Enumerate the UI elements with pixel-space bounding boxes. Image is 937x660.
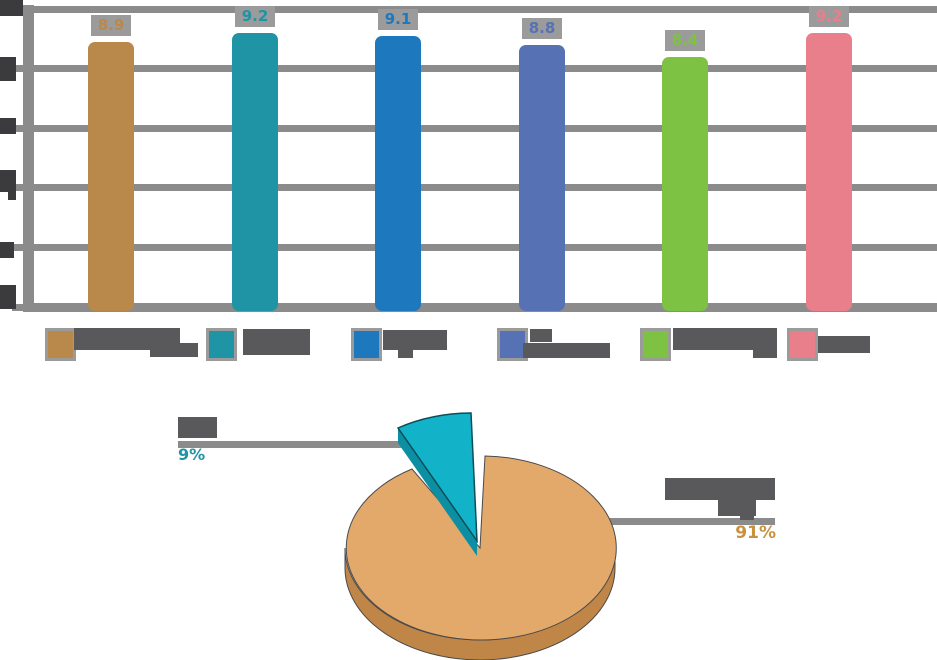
- bar-series-2: [232, 32, 278, 311]
- gridline: [23, 243, 937, 251]
- legend-label-redacted: [753, 343, 777, 358]
- pie-slice-exploded-side: [398, 428, 477, 556]
- legend-item: [497, 328, 528, 361]
- y-axis-label-redacted: [8, 190, 16, 200]
- pie-leader-line-right: [590, 518, 775, 525]
- y-axis-tick: [12, 124, 24, 132]
- bar-value-label: 8.9: [91, 14, 131, 36]
- legend-label-redacted: [818, 336, 870, 353]
- y-axis-label-redacted: [0, 0, 23, 16]
- bar-series-3: [375, 35, 421, 311]
- pie-leader-line-left: [178, 441, 415, 448]
- legend-item: [45, 328, 76, 361]
- legend-swatch: [500, 331, 525, 358]
- legend-item: [640, 328, 671, 361]
- bar-series-5: [662, 56, 708, 311]
- legend-swatch: [48, 331, 73, 358]
- legend-label-redacted: [243, 329, 310, 355]
- legend-swatch: [209, 331, 234, 358]
- gridline: [23, 5, 937, 13]
- legend-label-redacted: [523, 343, 610, 358]
- x-axis-line: [23, 302, 937, 312]
- pie-percent-label: 91%: [735, 523, 776, 543]
- bar-value-label: 9.1: [378, 8, 418, 30]
- legend-swatch: [354, 331, 379, 358]
- pie-slice-exploded-top: [396, 412, 478, 544]
- bar-series-4: [519, 44, 565, 311]
- y-axis-line: [23, 5, 34, 312]
- legend-item: [351, 328, 382, 361]
- legend-swatch: [643, 331, 668, 358]
- gridline: [23, 184, 937, 192]
- y-axis-label-redacted: [0, 57, 16, 81]
- y-axis-tick: [12, 184, 24, 192]
- legend-label-redacted: [398, 348, 413, 358]
- pie-callout-label-redacted: [665, 478, 775, 500]
- gridline: [23, 65, 937, 73]
- bar-value-label: 9.2: [235, 5, 275, 27]
- y-axis-label-redacted: [0, 118, 16, 134]
- pie-callout-label-redacted: [740, 512, 754, 520]
- legend-label-redacted: [530, 329, 552, 342]
- pie-callout-label-redacted: [178, 417, 217, 438]
- legend-item: [206, 328, 237, 361]
- legend-label-redacted: [673, 328, 777, 350]
- y-axis-tick: [12, 65, 24, 73]
- bar-value-label: 8.4: [665, 29, 705, 51]
- legend-label-redacted: [150, 343, 198, 357]
- y-axis-label-redacted: [0, 170, 16, 192]
- y-axis-tick: [12, 303, 24, 311]
- legend-swatch: [790, 331, 815, 358]
- y-axis-label-redacted: [0, 242, 14, 258]
- bar-series-6: [806, 32, 852, 311]
- legend-item: [787, 328, 818, 361]
- bar-value-label: 8.8: [522, 17, 562, 39]
- legend-label-redacted: [383, 330, 447, 350]
- pie-slice-main-top: [345, 455, 617, 641]
- gridline: [23, 124, 937, 132]
- bar-value-label: 9.2: [809, 5, 849, 27]
- y-axis-tick: [12, 243, 24, 251]
- pie-percent-label: 9%: [178, 445, 206, 464]
- bar-series-1: [88, 41, 134, 311]
- y-axis-label-redacted: [0, 285, 16, 309]
